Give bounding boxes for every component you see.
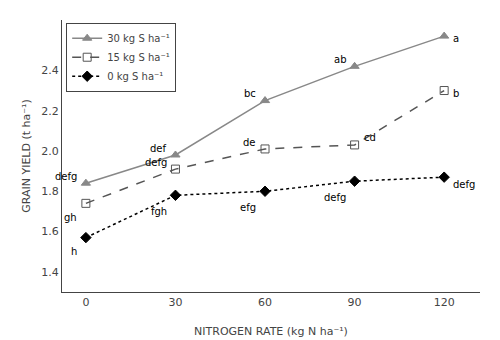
svg-text:gh: gh [64, 212, 77, 223]
svg-text:defg: defg [145, 157, 167, 168]
svg-text:15 kg S ha⁻¹: 15 kg S ha⁻¹ [107, 52, 169, 63]
svg-text:2.0: 2.0 [41, 145, 59, 158]
svg-text:1.8: 1.8 [41, 185, 59, 198]
svg-text:bc: bc [244, 88, 256, 99]
svg-text:60: 60 [258, 296, 272, 309]
svg-text:cd: cd [364, 132, 376, 143]
svg-text:defg: defg [55, 171, 77, 182]
svg-text:h: h [71, 246, 77, 257]
svg-text:defg: defg [453, 179, 475, 190]
svg-text:1.6: 1.6 [41, 225, 59, 238]
svg-text:efg: efg [240, 202, 256, 213]
svg-text:120: 120 [434, 296, 455, 309]
svg-text:2.4: 2.4 [41, 64, 59, 77]
svg-text:90: 90 [348, 296, 362, 309]
svg-text:GRAIN YIELD (t ha⁻¹): GRAIN YIELD (t ha⁻¹) [20, 99, 33, 213]
svg-text:30: 30 [168, 296, 182, 309]
svg-text:2.2: 2.2 [41, 105, 59, 118]
svg-text:a: a [453, 33, 459, 44]
svg-text:def: def [150, 143, 167, 154]
svg-text:1.4: 1.4 [41, 266, 59, 279]
svg-text:30 kg S ha⁻¹: 30 kg S ha⁻¹ [107, 33, 169, 44]
svg-text:ab: ab [334, 54, 346, 65]
svg-text:0: 0 [82, 296, 89, 309]
svg-text:NITROGEN RATE (kg N ha⁻¹): NITROGEN RATE (kg N ha⁻¹) [194, 325, 348, 338]
svg-text:b: b [453, 88, 459, 99]
svg-text:fgh: fgh [151, 206, 167, 217]
svg-text:defg: defg [324, 192, 346, 203]
svg-text:de: de [243, 137, 256, 148]
svg-text:0 kg S ha⁻¹: 0 kg S ha⁻¹ [107, 71, 163, 82]
